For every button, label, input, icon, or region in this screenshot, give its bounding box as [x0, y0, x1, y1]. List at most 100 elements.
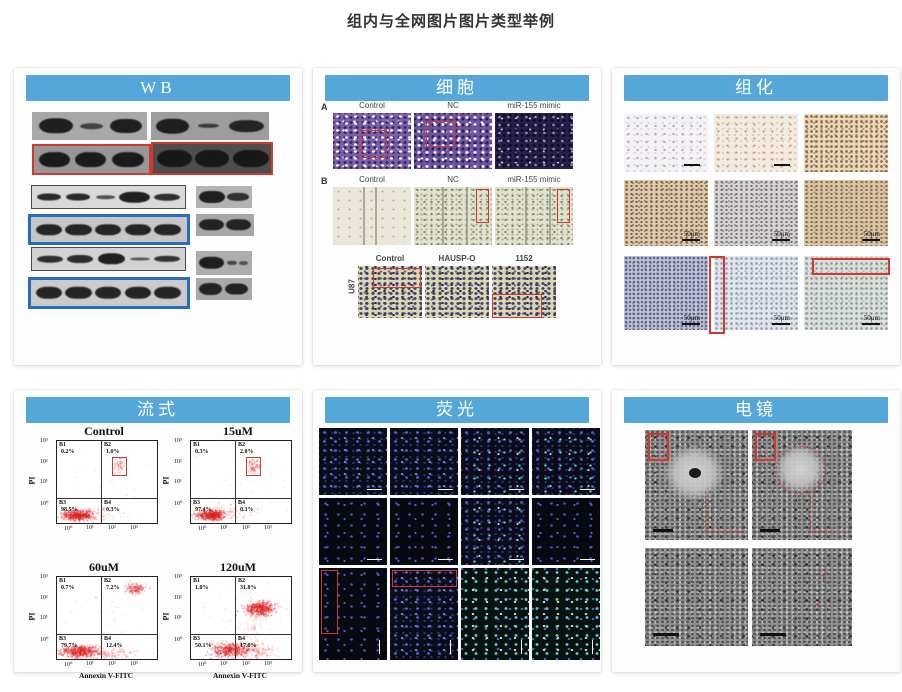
ihc-image: 50μm [714, 180, 798, 246]
quadrant-name: B3 [193, 500, 201, 506]
quadrant-name: B4 [104, 500, 112, 506]
cells-image-scratch-assay [414, 187, 492, 245]
ihc-image [624, 114, 708, 172]
scale-bar [682, 238, 700, 241]
cells-col-label: HAUSP-O [438, 254, 476, 263]
row-letter: A [321, 102, 328, 112]
ihc-body: 50μm 50μm 50μm 50μm 50μm 50μm [612, 68, 900, 365]
flow-x-tick: 10¹ [220, 525, 228, 531]
quadrant-name: B1 [193, 442, 201, 448]
flow-x-axis-label: Annexin V-FITC [212, 671, 268, 680]
wb-band [154, 193, 181, 201]
wb-blot-strip [196, 186, 252, 208]
dashed-marker [776, 446, 826, 494]
scale-bar [653, 529, 673, 532]
wb-blot-strip [151, 142, 273, 175]
wb-band [94, 223, 122, 236]
scale-bar [774, 163, 790, 166]
quadrant-percentage: 0.2% [61, 449, 75, 455]
fluorescence-image [390, 428, 458, 495]
quadrant-name: B1 [59, 442, 67, 448]
scale-bar [772, 238, 790, 241]
quadrant-name: B1 [193, 578, 201, 584]
flow-y-tick: 10¹ [174, 479, 182, 485]
em-image: ↑ ↑ [752, 548, 852, 646]
scratch-edge-line [466, 187, 468, 245]
fluorescence-image [390, 568, 458, 660]
flow-plot-title: 120uM [220, 560, 256, 574]
wb-blot-strip [28, 214, 190, 245]
wb-band [124, 286, 152, 300]
flow-y-tick: 10² [174, 594, 182, 601]
flow-x-tick: 10² [108, 661, 116, 667]
wb-band [112, 151, 145, 168]
flow-x-tick: 10³ [130, 661, 138, 667]
flow-y-tick: 10¹ [174, 615, 182, 621]
wb-blot-strip [28, 277, 190, 309]
wb-band [155, 118, 189, 134]
scale-bar [653, 633, 679, 636]
wb-band [36, 193, 62, 201]
flow-plot: Control PI 10³ 10² 10¹ 10⁰ B1 0.2% B2 1.0% B3 98.5%… [27, 424, 162, 556]
wb-band [225, 283, 248, 295]
wb-band [94, 286, 122, 300]
wb-band [124, 223, 152, 236]
flow-x-tick: 10² [242, 525, 250, 531]
flow-y-tick: 10³ [40, 438, 48, 444]
cells-body: A Control NC miR-155 mimic B Control NC miR-155… [313, 68, 601, 365]
quadrant-line-vertical [235, 577, 236, 659]
wb-band [199, 219, 224, 231]
flow-plot: 120uM PI 10³ 10² 10¹ 10⁰ B1 1.0% B2 31.8% B3 50.1% B… [161, 560, 296, 692]
cells-col-label: NC [447, 101, 459, 110]
wb-band [35, 223, 63, 236]
flow-x-tick: 10³ [264, 661, 272, 667]
cells-image-transwell [425, 266, 489, 318]
flow-x-tick: 10¹ [86, 525, 94, 531]
scratch-edge-line [549, 187, 551, 245]
scale-label: 50μm [773, 230, 790, 238]
scale-label: 50μm [773, 314, 790, 322]
quadrant-line-vertical [235, 441, 236, 523]
scale-bar [580, 558, 595, 560]
ihc-image [714, 114, 798, 172]
scale-bar [684, 163, 700, 166]
wb-band [65, 193, 91, 201]
flow-plot-area: B1 1.0% B2 31.8% B3 50.1% B4 17.0% [190, 576, 292, 660]
quadrant-percentage: 7.2% [106, 585, 120, 591]
flow-y-axis-label: PI [27, 476, 37, 485]
panel-flow: 流式 Control PI 10³ 10² 10¹ 10⁰ B1 0.2% B2 1.0% B3 98… [14, 390, 302, 680]
flow-y-axis-label: PI [161, 612, 171, 621]
dashed-marker [810, 490, 811, 533]
flow-plot-title: 60uM [89, 560, 119, 574]
panel-cells: 细胞 A Control NC miR-155 mimic B Control NC miR-… [313, 68, 601, 365]
wb-band [35, 286, 63, 300]
panel-em: 电镜 ↑ ↑ [612, 390, 900, 672]
wb-blot-strip [31, 247, 186, 271]
quadrant-name: B1 [59, 578, 67, 584]
red-arrow-icon: ↑ [820, 568, 827, 584]
panel-fluor: 荧光 [313, 390, 601, 672]
quadrant-line-horizontal [57, 498, 157, 500]
fluorescence-image [319, 498, 387, 565]
scale-bar [367, 488, 382, 490]
quadrant-name: B4 [104, 636, 112, 642]
cells-col-label: NC [447, 175, 459, 184]
scale-label: 50μm [863, 230, 880, 238]
quadrant-name: B2 [104, 442, 112, 448]
row-letter: B [321, 176, 328, 186]
quadrant-name: B2 [238, 578, 246, 584]
ihc-image: 50μm [804, 180, 888, 246]
wb-band [36, 255, 63, 263]
wb-band [233, 149, 269, 168]
wb-band [226, 192, 250, 202]
scratch-edge-line [375, 187, 377, 245]
flow-y-tick: 10⁰ [40, 500, 49, 507]
scale-bar [520, 640, 522, 654]
flow-plot-title: 15uM [223, 424, 253, 438]
wb-band [154, 255, 181, 263]
scratch-edge-line [363, 187, 365, 245]
fluorescence-image [532, 428, 600, 495]
ihc-image: 50μm [804, 256, 888, 330]
scale-bar [438, 558, 453, 560]
quadrant-line-horizontal [57, 634, 157, 636]
